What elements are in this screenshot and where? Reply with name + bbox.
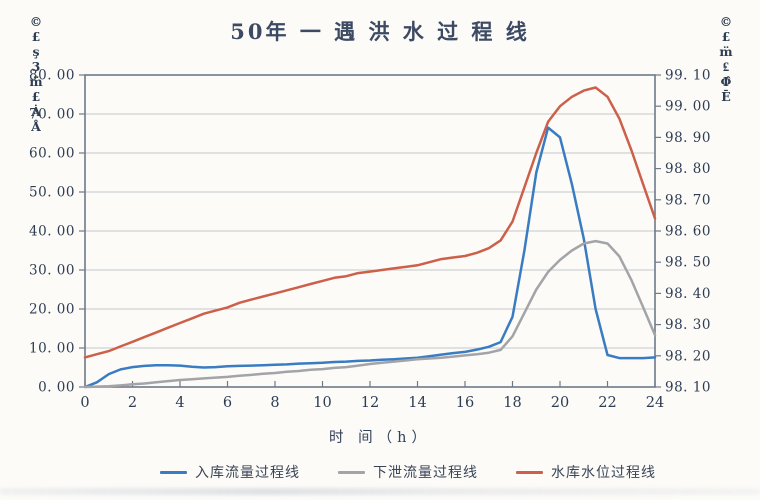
legend-item-outflow: 下泄流量过程线	[338, 462, 478, 482]
x-tick-label: 12	[361, 395, 379, 411]
legend-label-inflow: 入库流量过程线	[195, 465, 300, 481]
legend: 入库流量过程线 下泄流量过程线 水库水位过程线	[28, 462, 760, 482]
x-tick-label: 16	[456, 395, 474, 411]
x-tick-label: 8	[270, 395, 279, 411]
chart-title: 50年 一 遇 洪 水 过 程 线	[230, 19, 530, 44]
x-tick-label: 24	[646, 395, 664, 411]
x-tick-label: 0	[80, 395, 89, 411]
y-left-tick-label: 10. 00	[29, 341, 75, 357]
y-left-tick-label: 80. 00	[29, 68, 75, 84]
legend-line-swatch-outflow	[338, 470, 365, 474]
x-tick-label: 2	[128, 395, 137, 411]
y-right-tick-label: 98. 40	[665, 286, 711, 302]
y-left-tick-label: 30. 00	[29, 263, 75, 279]
y-right-tick-label: 98. 70	[665, 192, 711, 208]
x-tick-label: 10	[313, 395, 331, 411]
y-right-tick-label: 98. 50	[665, 255, 711, 271]
y-right-axis-unit-label: © £ m̈ ₤ Φ̂ Ē	[719, 14, 733, 104]
y-left-tick-label: 0. 00	[38, 380, 75, 396]
x-tick-label: 22	[598, 395, 616, 411]
y-left-tick-label: 60. 00	[29, 146, 75, 162]
x-tick-label: 18	[503, 395, 521, 411]
y-right-tick-label: 99. 10	[665, 68, 711, 84]
legend-label-water-level: 水库水位过程线	[551, 465, 656, 481]
outflow-line	[83, 239, 657, 389]
x-tick-label: 14	[408, 395, 426, 411]
y-right-tick-label: 98. 30	[665, 317, 711, 333]
y-left-tick-label: 20. 00	[29, 302, 75, 318]
legend-line-swatch-water-level	[516, 470, 543, 474]
legend-label-outflow: 下泄流量过程线	[373, 465, 478, 481]
y-right-tick-label: 98. 60	[665, 224, 711, 240]
y-right-tick-label: 98. 90	[665, 130, 711, 146]
y-right-tick-label: 98. 20	[665, 348, 711, 364]
x-tick-label: 6	[223, 395, 232, 411]
y-right-tick-label: 98. 80	[665, 161, 711, 177]
y-left-axis-unit-label: © £ ş 3 m̈ £ Ȧ Å	[29, 14, 43, 134]
scan-artifact-streak	[0, 488, 760, 495]
legend-line-swatch-inflow	[160, 470, 187, 474]
y-right-tick-label: 99. 00	[665, 99, 711, 115]
y-right-tick-label: 98. 10	[665, 380, 711, 396]
legend-item-inflow: 入库流量过程线	[160, 462, 300, 482]
y-left-tick-label: 70. 00	[29, 107, 75, 123]
legend-item-water-level: 水库水位过程线	[516, 462, 656, 482]
x-axis-title: 时 间（h）	[329, 430, 431, 446]
inflow-line	[83, 126, 657, 389]
x-tick-label: 4	[175, 395, 184, 411]
y-left-tick-label: 50. 00	[29, 185, 75, 201]
x-tick-label: 20	[551, 395, 569, 411]
y-left-tick-label: 40. 00	[29, 224, 75, 240]
water-level-line	[83, 86, 657, 359]
